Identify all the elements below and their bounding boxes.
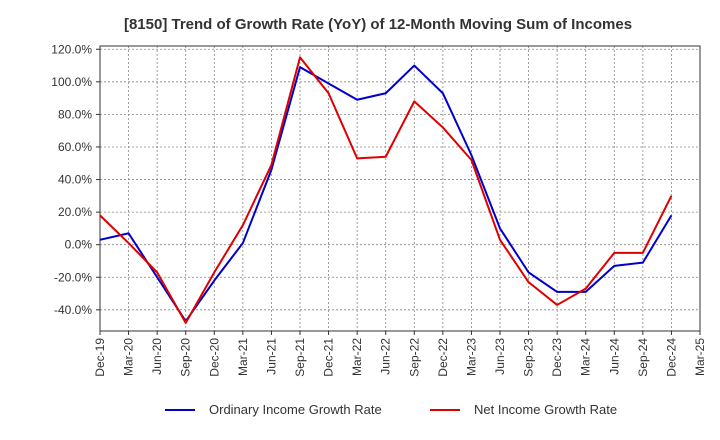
x-axis-tick-label: Sep-20 <box>179 338 193 377</box>
legend-label: Ordinary Income Growth Rate <box>209 402 382 417</box>
y-axis-tick-label: 100.0% <box>51 75 92 89</box>
y-axis-tick-label: -20.0% <box>54 270 92 284</box>
x-axis-tick-label: Jun-20 <box>150 338 164 375</box>
plot-border <box>99 45 701 332</box>
legend: Ordinary Income Growth Rate Net Income Gr… <box>165 402 617 417</box>
x-axis-tick-label: Mar-25 <box>693 338 707 376</box>
grid-lines <box>100 46 701 331</box>
x-axis-tick-label: Sep-22 <box>407 338 421 377</box>
x-axis-tick-label: Mar-21 <box>236 338 250 376</box>
x-axis-tick-label: Jun-23 <box>493 338 507 375</box>
x-axis-tick-label: Dec-24 <box>664 338 678 377</box>
plot-area <box>100 46 700 331</box>
y-axis-tick-label: 0.0% <box>65 238 93 252</box>
x-axis-tick-label: Mar-23 <box>464 338 478 376</box>
y-axis-tick-label: 20.0% <box>58 205 92 219</box>
legend-label: Net Income Growth Rate <box>474 402 617 417</box>
chart-title: [8150] Trend of Growth Rate (YoY) of 12-… <box>124 16 632 33</box>
y-axis-tick-label: 120.0% <box>51 42 92 56</box>
x-axis-tick-label: Dec-19 <box>93 338 107 377</box>
y-axis-tick-label: 40.0% <box>58 173 92 187</box>
series-line-net-income-growth-rate <box>99 56 673 324</box>
x-axis-tick-label: Dec-20 <box>207 338 221 377</box>
x-axis-tick-label: Dec-21 <box>322 338 336 377</box>
x-axis-tick-label: Jun-24 <box>607 338 621 375</box>
x-axis-tick-label: Mar-22 <box>350 338 364 376</box>
x-axis-tick-label: Mar-24 <box>579 338 593 376</box>
y-axis-tick-label: 60.0% <box>58 140 92 154</box>
x-axis-tick-label: Sep-24 <box>636 338 650 377</box>
x-axis-tick-label: Dec-23 <box>550 338 564 377</box>
axes <box>96 45 701 335</box>
x-axis-tick-label: Sep-21 <box>293 338 307 377</box>
data-series <box>99 56 673 324</box>
x-axis-tick-label: Sep-23 <box>522 338 536 377</box>
x-axis-tick-label: Mar-20 <box>122 338 136 376</box>
x-axis-tick-label: Dec-22 <box>436 338 450 377</box>
y-axis-tick-label: -40.0% <box>54 303 92 317</box>
y-axis-tick-labels: 120.0% 100.0% 80.0% 60.0% 40.0% 20.0% 0.0% -20.… <box>51 42 92 317</box>
x-axis-tick-label: Jun-22 <box>379 338 393 375</box>
y-axis-tick-label: 80.0% <box>58 107 92 121</box>
x-axis-tick-label: Jun-21 <box>264 338 278 375</box>
x-axis-tick-labels: Dec-19 Mar-20 Jun-20 Sep-20 Dec-20 Mar-21 Jun-… <box>93 338 707 377</box>
